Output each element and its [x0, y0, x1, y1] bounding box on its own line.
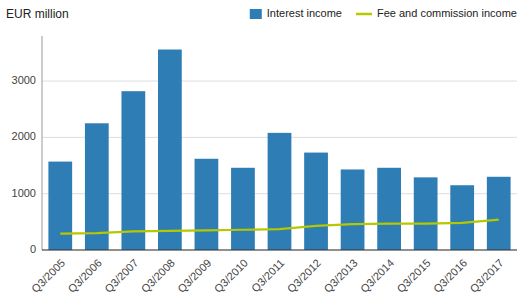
bar: [195, 159, 219, 250]
x-tick-label: Q3/2012: [285, 257, 323, 295]
bar: [414, 177, 438, 250]
bar: [450, 185, 474, 250]
x-tick-label: Q3/2007: [102, 257, 140, 295]
x-tick-label: Q3/2017: [467, 257, 505, 295]
bar: [231, 168, 255, 250]
y-axis-label: EUR million: [6, 7, 69, 21]
grid: [42, 81, 517, 250]
x-tick-label: Q3/2015: [394, 257, 432, 295]
chart: 0100020003000Q3/2005Q3/2006Q3/2007Q3/200…: [0, 0, 529, 302]
x-tick-label: Q3/2013: [321, 257, 359, 295]
y-axis-line: [42, 36, 43, 250]
bar: [158, 50, 182, 250]
legend-swatch: [250, 9, 262, 19]
bar: [85, 123, 109, 250]
y-tick-label: 1000: [12, 187, 36, 199]
bar: [304, 153, 328, 250]
y-tick-label: 3000: [12, 74, 36, 86]
legend-swatch: [356, 13, 372, 16]
y-tick-label: 2000: [12, 130, 36, 142]
y-tick-label: 0: [30, 243, 36, 255]
x-tick-label: Q3/2009: [175, 257, 213, 295]
x-tick-label: Q3/2011: [249, 257, 287, 295]
plot-area: [48, 50, 510, 250]
x-tick-label: Q3/2010: [212, 257, 250, 295]
x-tick-label: Q3/2016: [431, 257, 469, 295]
line: [60, 220, 498, 234]
grid-line: [42, 250, 517, 251]
x-axis-line: [42, 250, 517, 251]
x-tick-label: Q3/2005: [29, 257, 67, 295]
bar: [377, 168, 401, 250]
bar: [48, 162, 72, 250]
bar: [121, 91, 145, 250]
bar: [341, 169, 365, 250]
legend-label: Interest income: [267, 7, 342, 19]
grid-line: [42, 81, 517, 82]
legend: Interest income Fee and commission income: [250, 7, 517, 19]
legend-label: Fee and commission income: [377, 7, 517, 19]
x-tick-label: Q3/2008: [139, 257, 177, 295]
bar: [268, 133, 292, 250]
x-tick-label: Q3/2006: [66, 257, 104, 295]
x-tick-label: Q3/2014: [358, 257, 396, 295]
bar: [487, 177, 511, 250]
